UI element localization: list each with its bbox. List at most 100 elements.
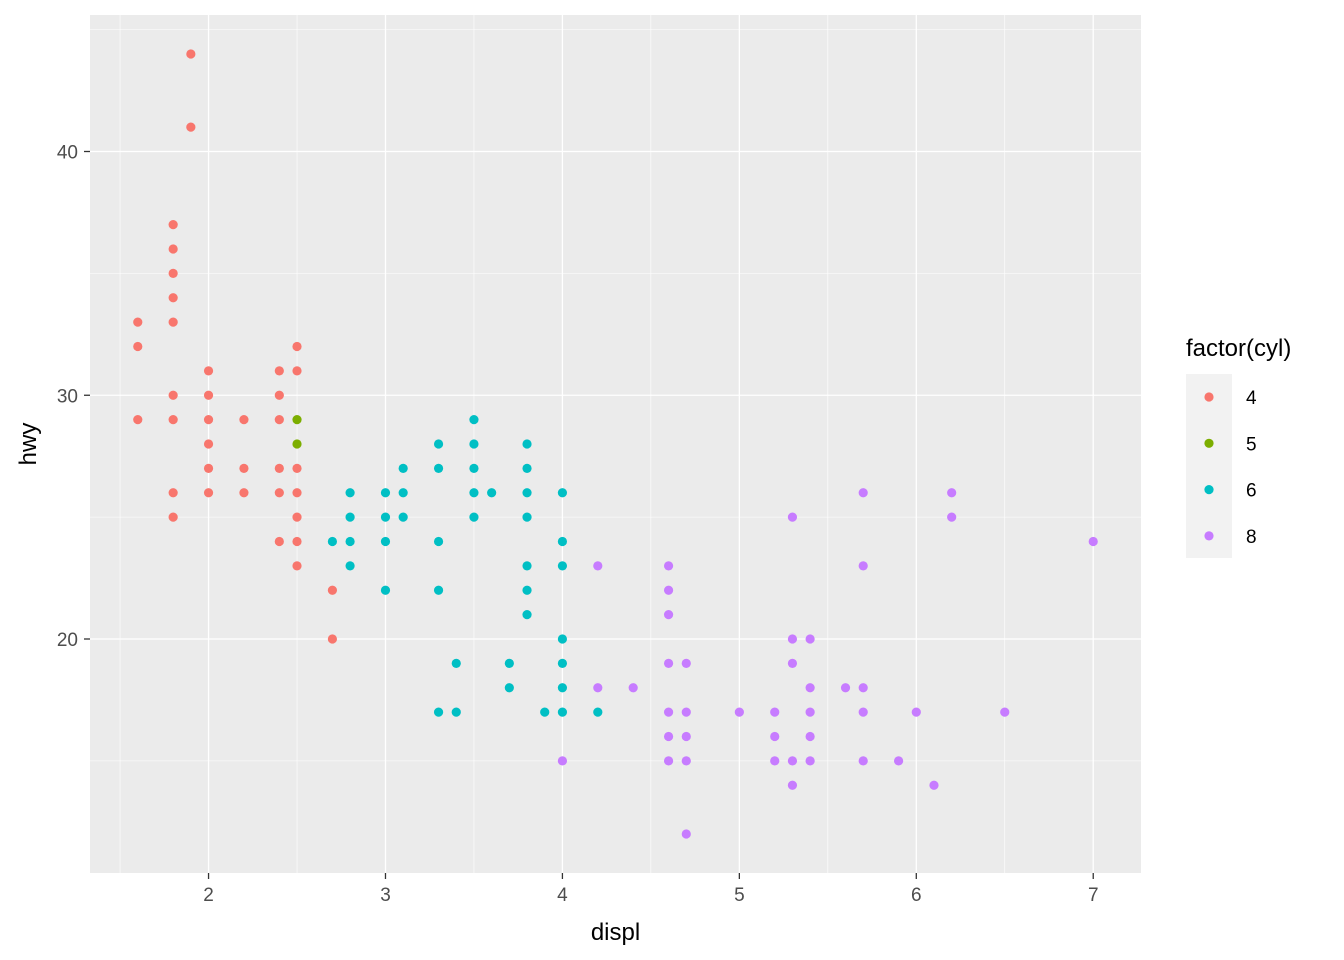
legend-key-cyl-5: [1204, 438, 1214, 448]
y-tick-label: 40: [57, 143, 78, 164]
data-point-cyl-8: [858, 561, 868, 571]
data-point-cyl-6: [469, 463, 479, 473]
data-point-cyl-4: [133, 415, 143, 425]
legend-key-cyl-6: [1204, 485, 1214, 495]
data-point-cyl-4: [274, 415, 284, 425]
data-point-cyl-8: [805, 731, 815, 742]
data-point-cyl-4: [274, 390, 284, 400]
data-point-cyl-6: [380, 585, 391, 595]
data-point-cyl-4: [274, 536, 284, 547]
data-point-cyl-6: [380, 536, 391, 547]
data-point-cyl-4: [274, 463, 284, 473]
data-point-cyl-8: [593, 561, 603, 571]
y-tick-label: 30: [57, 386, 78, 407]
data-point-cyl-8: [770, 731, 780, 742]
data-point-cyl-4: [327, 634, 338, 644]
data-point-cyl-4: [168, 512, 178, 522]
data-point-cyl-4: [203, 390, 214, 400]
data-point-cyl-8: [858, 707, 868, 717]
legend-label-cyl-5: 5: [1246, 434, 1257, 455]
data-point-cyl-4: [168, 220, 178, 230]
data-point-cyl-4: [292, 488, 302, 498]
data-point-cyl-4: [203, 415, 214, 425]
data-point-cyl-6: [398, 512, 408, 522]
x-tick-label: 3: [380, 885, 391, 906]
data-point-cyl-4: [203, 366, 214, 376]
data-point-cyl-8: [770, 756, 780, 766]
data-point-cyl-6: [345, 536, 355, 547]
data-point-cyl-4: [186, 49, 196, 59]
data-point-cyl-8: [663, 561, 674, 571]
data-point-cyl-6: [522, 439, 532, 449]
data-point-cyl-6: [540, 707, 550, 717]
data-point-cyl-6: [469, 439, 479, 449]
data-point-cyl-6: [345, 488, 355, 498]
data-point-cyl-8: [1000, 707, 1010, 717]
minor-gridlines: [90, 15, 1141, 873]
data-point-cyl-8: [805, 756, 815, 766]
data-point-cyl-8: [1088, 536, 1098, 547]
data-point-cyl-4: [168, 244, 178, 254]
data-point-cyl-4: [133, 317, 143, 327]
data-point-cyl-8: [787, 634, 798, 644]
data-point-cyl-8: [929, 780, 939, 790]
data-point-cyl-6: [557, 488, 568, 498]
data-point-cyl-4: [292, 341, 302, 352]
y-axis: 20 30 40: [57, 143, 90, 651]
data-point-cyl-8: [893, 756, 904, 766]
data-point-cyl-4: [239, 463, 249, 473]
data-point-cyl-6: [380, 512, 391, 522]
data-point-cyl-6: [451, 658, 461, 668]
data-point-cyl-6: [469, 415, 479, 425]
data-point-cyl-4: [168, 317, 178, 327]
x-tick-label: 2: [203, 885, 214, 906]
data-point-cyl-8: [911, 707, 921, 717]
data-point-cyl-6: [522, 585, 532, 595]
data-point-cyl-4: [292, 366, 302, 376]
data-point-cyl-8: [681, 731, 691, 742]
x-axis: 2 3 4 5 6 7: [203, 873, 1099, 906]
data-point-cyl-6: [345, 561, 355, 571]
data-point-cyl-8: [681, 707, 691, 717]
data-point-cyl-4: [292, 512, 302, 522]
data-point-cyl-4: [327, 585, 338, 595]
data-point-cyl-6: [433, 536, 444, 547]
data-point-cyl-4: [203, 488, 214, 498]
data-point-cyl-5: [292, 415, 302, 425]
data-points: [133, 49, 1098, 839]
data-point-cyl-8: [663, 610, 674, 620]
data-point-cyl-6: [469, 512, 479, 522]
data-point-cyl-8: [663, 731, 674, 742]
data-point-cyl-8: [947, 512, 957, 522]
data-point-cyl-8: [805, 707, 815, 717]
data-point-cyl-4: [274, 488, 284, 498]
data-point-cyl-6: [557, 536, 568, 547]
legend-label-cyl-6: 6: [1246, 481, 1257, 502]
data-point-cyl-6: [557, 561, 568, 571]
x-tick-label: 6: [911, 885, 922, 906]
data-point-cyl-4: [186, 122, 196, 132]
data-point-cyl-6: [557, 634, 568, 644]
data-point-cyl-4: [168, 293, 178, 303]
x-tick-label: 7: [1088, 885, 1099, 906]
x-tick-label: 5: [734, 885, 745, 906]
data-point-cyl-8: [858, 756, 868, 766]
data-point-cyl-6: [433, 463, 444, 473]
data-point-cyl-6: [557, 658, 568, 668]
legend-label-cyl-8: 8: [1246, 527, 1257, 548]
data-point-cyl-8: [734, 707, 744, 717]
data-point-cyl-6: [593, 707, 603, 717]
data-point-cyl-8: [681, 756, 691, 766]
data-point-cyl-6: [557, 707, 568, 717]
data-point-cyl-8: [840, 683, 851, 693]
data-point-cyl-8: [628, 683, 638, 693]
data-point-cyl-4: [168, 415, 178, 425]
data-point-cyl-6: [522, 610, 532, 620]
data-point-cyl-4: [168, 488, 178, 498]
data-point-cyl-8: [787, 658, 798, 668]
legend-label-cyl-4: 4: [1246, 388, 1257, 409]
data-point-cyl-6: [504, 658, 514, 668]
data-point-cyl-4: [292, 463, 302, 473]
data-point-cyl-6: [451, 707, 461, 717]
